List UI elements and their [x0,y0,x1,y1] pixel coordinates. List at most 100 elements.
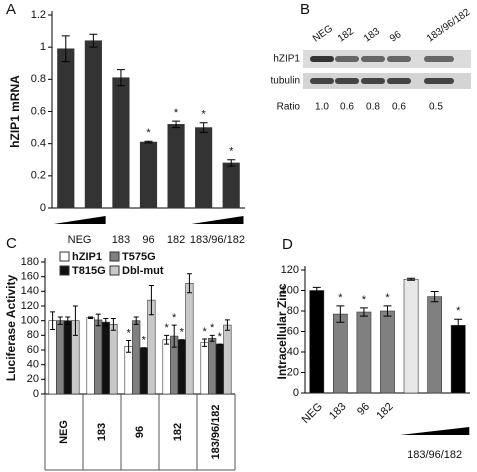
legend-label: Dbl-mut [122,265,164,277]
bar [223,324,232,395]
band [387,56,411,62]
band [310,56,334,62]
bar [86,317,95,395]
bar [215,343,224,395]
y-tick-label: 60 [27,344,39,356]
significance-star: * [174,107,179,119]
bar [139,141,158,209]
error-bar [407,277,416,281]
error-bar [88,316,94,319]
legend-swatch [109,265,120,276]
legend-swatch [59,265,70,276]
bar [222,162,240,209]
legend-swatch [109,251,120,262]
bar [208,337,217,395]
y-tick-label: 120 [21,300,39,312]
significance-star: * [126,327,131,339]
ratio: 1.0 [315,102,329,113]
error-bar [116,69,125,87]
lane-label: NEG [311,23,335,45]
error-bar [126,339,132,353]
significance-star: * [172,312,177,324]
bar [356,311,372,394]
x-tick-label: 96 [142,234,154,246]
significance-star: * [229,146,234,158]
significance-star: * [180,327,185,339]
legend-swatch [59,251,70,262]
row-label: tubulin [271,76,300,87]
bar [63,320,72,395]
error-bar [383,305,392,317]
x-tick-label: 183 [327,401,348,422]
bar [57,48,75,209]
x-tick-label: 96 [355,401,372,418]
legend-label: T815G [72,265,106,277]
band [424,78,454,84]
panel-letter: A [6,1,16,18]
y-axis-label: Luciferase Activity [4,275,18,382]
error-bar [430,291,439,303]
error-bar [199,122,208,133]
wedge [191,216,244,224]
band [424,56,454,62]
error-bar [65,316,71,325]
ratio-label: Ratio [277,102,301,113]
legend-label: T575G [122,251,156,263]
x-tick-label: 182 [374,401,395,422]
y-tick-label: 100 [281,284,299,296]
legend-label: hZIP1 [72,251,102,263]
error-bar [110,317,116,331]
error-bar [171,324,177,348]
error-bar [61,35,70,63]
ratio: 0.6 [340,102,354,113]
error-bar [72,305,78,336]
error-bar [103,317,109,327]
y-tick-label: 180 [21,256,39,268]
significance-star: * [146,127,151,139]
panel-letter: C [6,235,17,252]
significance-star: * [164,322,169,334]
bar [332,313,348,394]
bar [167,124,185,209]
band [335,78,359,84]
row-label: hZIP1 [273,54,300,65]
bar [109,324,118,395]
ratio: 0.6 [392,102,406,113]
error-bar [359,307,368,317]
bar [427,296,443,394]
y-tick-label: 140 [21,285,39,297]
y-tick-label: 100 [21,315,39,327]
band [361,78,385,84]
ratio: 0.5 [429,102,443,113]
bar [309,290,325,394]
significance-star: * [362,294,367,306]
bar [56,320,65,395]
bar [403,278,419,394]
error-bar [57,316,63,325]
significance-star: * [385,292,390,304]
bar [185,282,194,395]
y-tick-label: 0.2 [31,170,46,182]
error-bar [202,338,208,347]
bar [101,321,110,395]
bar [124,346,133,395]
bar [177,339,186,395]
y-tick-label: 40 [27,359,39,371]
x-tick-label: 183 [112,234,130,246]
y-tick-label: 20 [27,373,39,385]
error-bar [186,273,192,294]
band [387,78,411,84]
error-bar [148,284,154,316]
bar [450,325,466,394]
x-tick-label: NEG [68,234,92,246]
lane-label: 183/96/182 [425,7,473,45]
y-tick-label: 1 [40,41,46,53]
band [361,56,385,62]
y-tick-label: 80 [287,305,299,317]
error-bar [89,33,98,48]
y-tick-label: 0.6 [31,105,46,117]
y-tick-label: 0.8 [31,73,46,85]
y-tick-label: 1.2 [31,9,46,21]
bar [195,127,213,209]
